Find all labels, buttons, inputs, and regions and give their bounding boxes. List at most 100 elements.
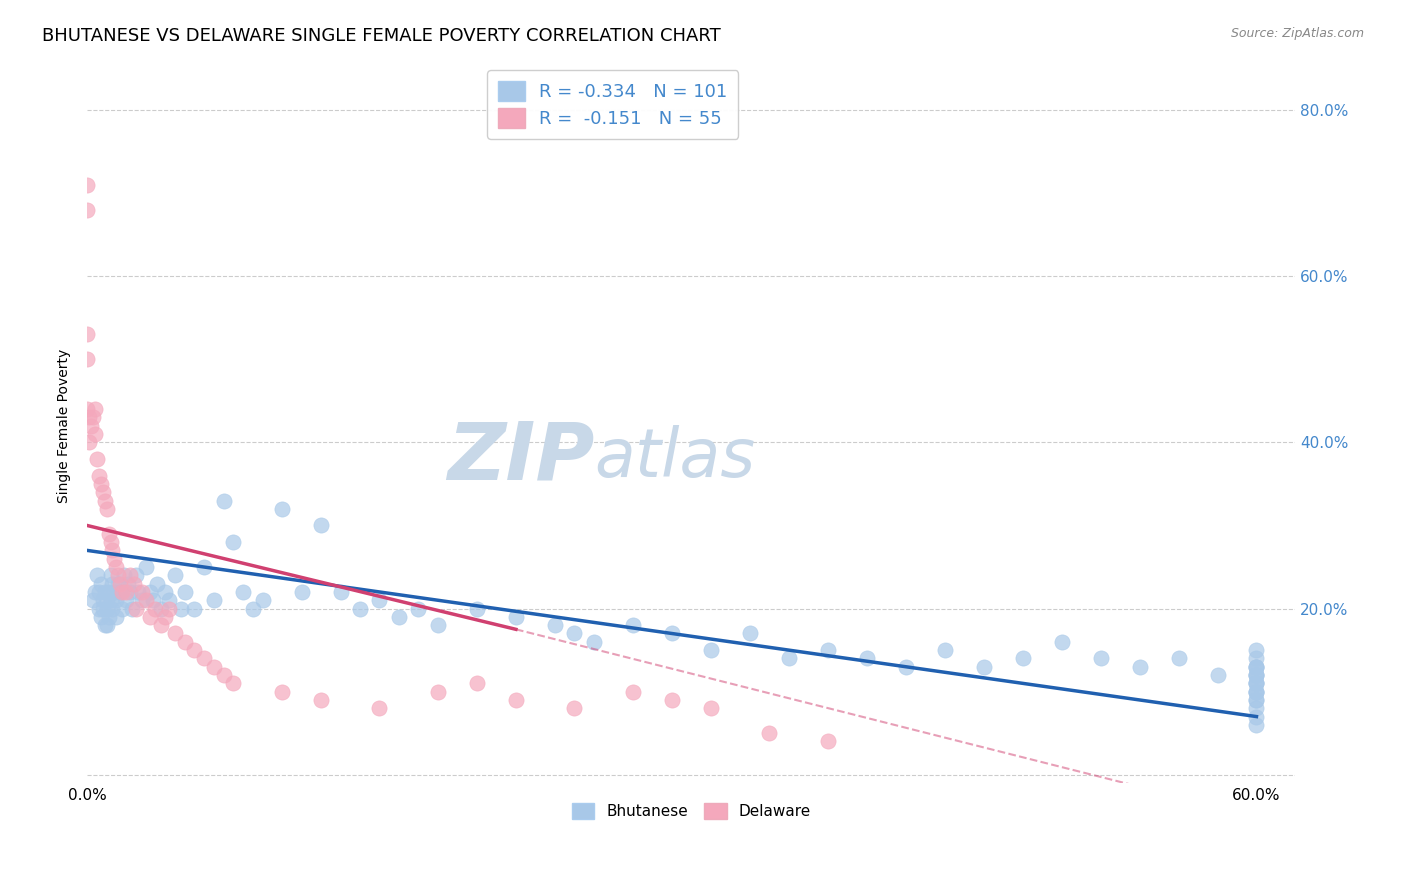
Point [150, 618, 173, 632]
Point [621, 618, 644, 632]
Point [222, 676, 245, 690]
Point [150, 601, 173, 615]
Point [131, 593, 153, 607]
Point [135, 593, 157, 607]
Point [1246, 684, 1268, 698]
Point [465, 676, 488, 690]
Point [91, 601, 114, 615]
Point [103, 585, 125, 599]
Point [212, 668, 235, 682]
Point [122, 576, 145, 591]
Point [153, 585, 176, 599]
Point [242, 601, 264, 615]
Point [368, 701, 391, 715]
Point [817, 734, 839, 748]
Point [564, 701, 586, 715]
Point [1128, 659, 1150, 673]
Point [1246, 684, 1268, 698]
Point [146, 576, 169, 591]
Y-axis label: Single Female Poverty: Single Female Poverty [58, 349, 72, 503]
Point [76, 327, 98, 342]
Point [131, 585, 153, 599]
Text: ZIP: ZIP [447, 419, 595, 497]
Point [101, 543, 124, 558]
Point [1246, 676, 1268, 690]
Point [212, 493, 235, 508]
Point [97, 585, 120, 599]
Point [118, 568, 141, 582]
Point [96, 618, 118, 632]
Point [1246, 676, 1268, 690]
Point [112, 568, 135, 582]
Point [183, 643, 205, 657]
Point [1206, 668, 1229, 682]
Point [252, 593, 274, 607]
Point [110, 576, 132, 591]
Point [408, 601, 430, 615]
Point [1167, 651, 1189, 665]
Point [232, 585, 254, 599]
Text: atlas: atlas [595, 425, 756, 491]
Point [101, 601, 124, 615]
Point [107, 568, 129, 582]
Point [973, 659, 995, 673]
Point [934, 643, 956, 657]
Point [173, 635, 195, 649]
Point [163, 626, 186, 640]
Point [111, 585, 134, 599]
Point [100, 535, 122, 549]
Point [1246, 709, 1268, 723]
Point [544, 618, 567, 632]
Point [80, 418, 103, 433]
Point [153, 610, 176, 624]
Point [222, 535, 245, 549]
Point [84, 402, 107, 417]
Point [103, 551, 125, 566]
Point [465, 601, 488, 615]
Point [91, 485, 114, 500]
Point [105, 560, 128, 574]
Point [505, 693, 527, 707]
Point [125, 601, 148, 615]
Point [87, 468, 110, 483]
Point [329, 585, 352, 599]
Point [91, 593, 114, 607]
Point [100, 593, 122, 607]
Point [125, 568, 148, 582]
Point [115, 593, 138, 607]
Point [107, 576, 129, 591]
Point [1090, 651, 1112, 665]
Point [76, 178, 98, 192]
Point [111, 601, 134, 615]
Point [86, 452, 108, 467]
Point [77, 435, 100, 450]
Point [96, 501, 118, 516]
Point [271, 684, 294, 698]
Point [1246, 676, 1268, 690]
Point [202, 593, 225, 607]
Point [90, 610, 112, 624]
Point [426, 618, 449, 632]
Point [621, 684, 644, 698]
Point [115, 585, 138, 599]
Point [163, 568, 186, 582]
Point [127, 585, 149, 599]
Point [1050, 635, 1073, 649]
Point [90, 477, 112, 491]
Point [290, 585, 312, 599]
Point [101, 576, 124, 591]
Point [661, 626, 683, 640]
Point [426, 684, 449, 698]
Point [100, 568, 122, 582]
Point [582, 635, 605, 649]
Point [118, 585, 141, 599]
Point [1246, 659, 1268, 673]
Point [145, 601, 167, 615]
Point [87, 585, 110, 599]
Point [76, 202, 98, 217]
Point [121, 601, 143, 615]
Point [138, 585, 160, 599]
Point [76, 352, 98, 367]
Point [105, 593, 128, 607]
Point [700, 701, 723, 715]
